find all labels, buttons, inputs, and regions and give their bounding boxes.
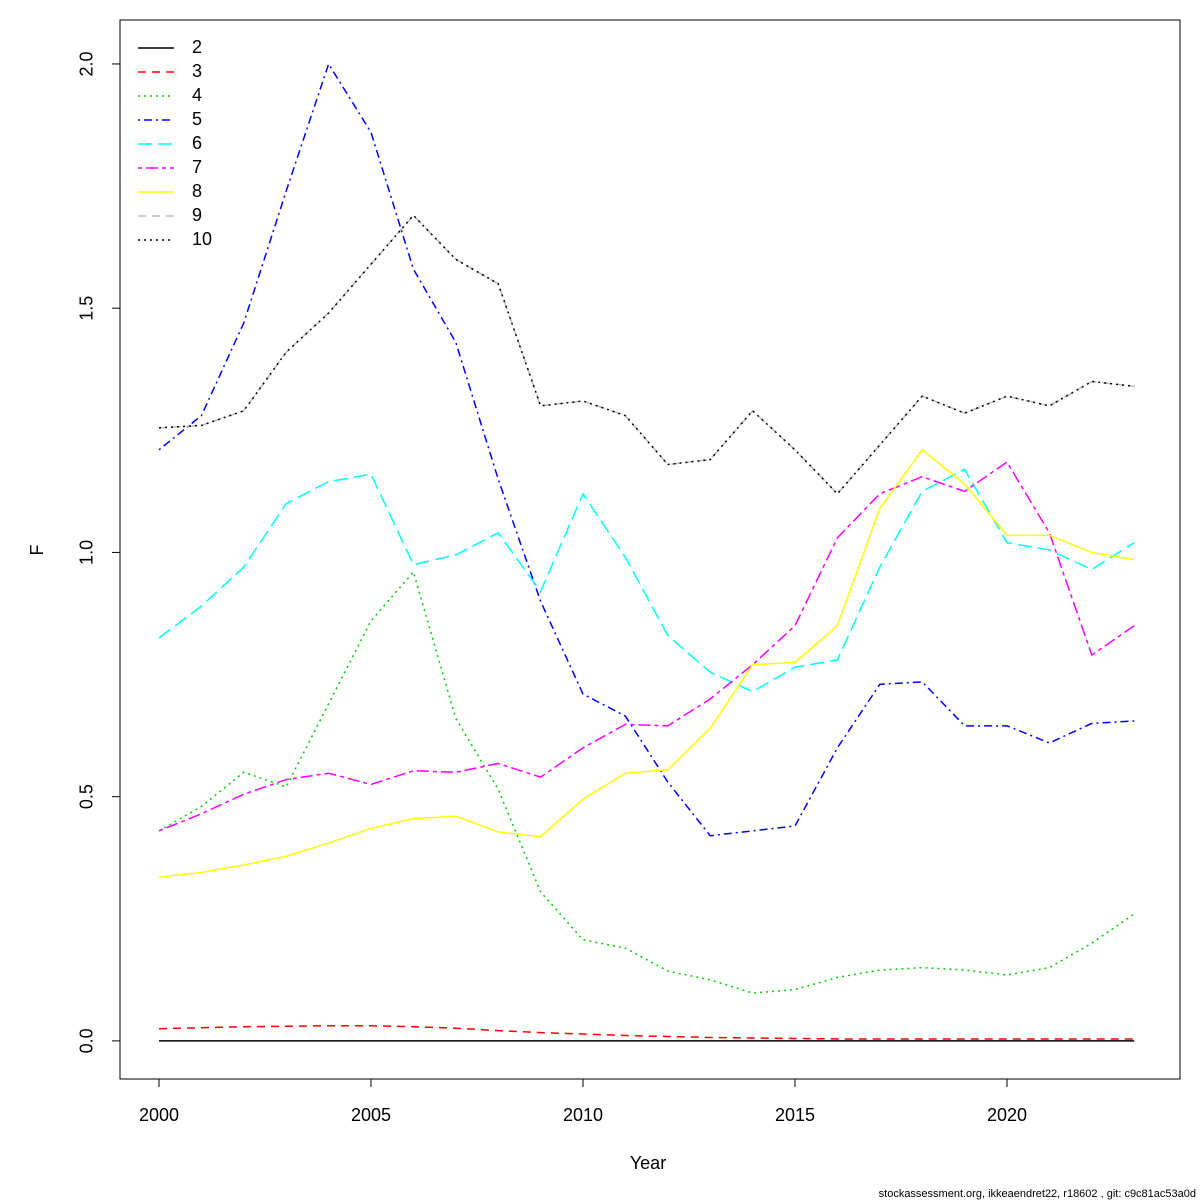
x-tick-label: 2000	[139, 1105, 179, 1125]
x-tick-label: 2015	[775, 1105, 815, 1125]
series-line	[158, 214, 1135, 495]
x-tick-label: 2010	[563, 1105, 603, 1125]
series-line	[158, 468, 1135, 693]
series-line	[158, 460, 1135, 832]
legend-label: 9	[192, 205, 202, 225]
series-line	[158, 214, 1135, 495]
legend-label: 4	[192, 85, 202, 105]
legend-label: 6	[192, 133, 202, 153]
y-tick-label: 1.0	[77, 540, 97, 565]
plot-frame	[119, 19, 1181, 1080]
legend-label: 2	[192, 37, 202, 57]
y-tick-label: 0.0	[77, 1028, 97, 1053]
legend-label: 8	[192, 181, 202, 201]
footer: stockassessment.org, ikkeaendret22, r186…	[879, 1188, 1196, 1200]
y-tick-label: 2.0	[77, 51, 97, 76]
y-tick-label: 1.5	[77, 296, 97, 321]
legend-label: 3	[192, 61, 202, 81]
y-axis-label: F	[27, 545, 47, 556]
x-tick-label: 2005	[351, 1105, 391, 1125]
series-line	[158, 570, 1135, 994]
y-tick-label: 0.5	[77, 784, 97, 809]
legend-label: 10	[192, 229, 212, 249]
x-axis-label: Year	[630, 1153, 666, 1173]
series-line	[158, 448, 1135, 879]
series-line	[158, 1025, 1135, 1040]
legend-label: 7	[192, 157, 202, 177]
x-tick-label: 2020	[987, 1105, 1027, 1125]
legend-label: 5	[192, 109, 202, 129]
series-line	[158, 62, 1135, 837]
